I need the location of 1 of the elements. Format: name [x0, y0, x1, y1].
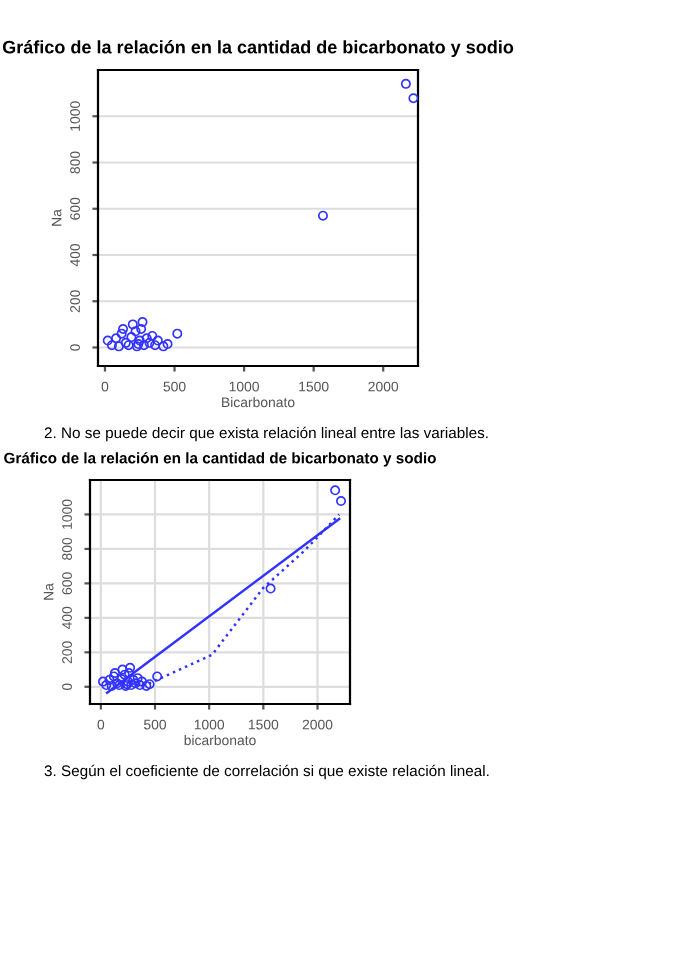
chart-title: Gráfico de la relación en la cantidad de bicarbonato y sodio	[2, 40, 514, 58]
